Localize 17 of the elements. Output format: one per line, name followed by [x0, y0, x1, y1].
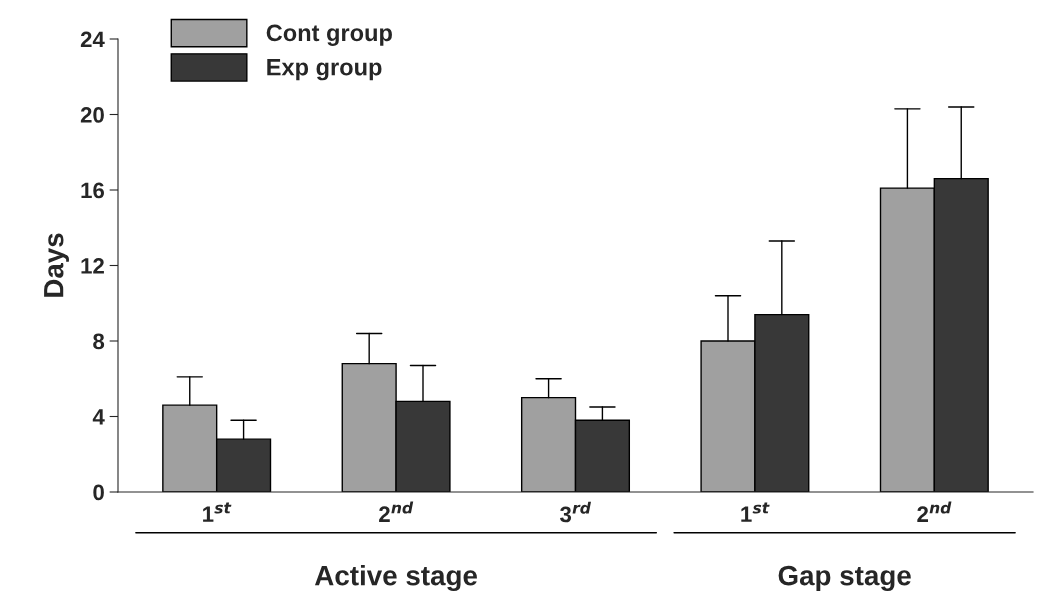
text: Gap stage	[778, 565, 911, 592]
text: Active stage	[314, 565, 477, 592]
y-tick-label: 0	[93, 484, 104, 501]
y-tick-label: 24	[80, 31, 105, 48]
x-tick-label: 2$^{nd}$	[379, 501, 414, 522]
x-tick-label: 1$^{st}$	[203, 502, 232, 522]
x-tick-label: 3$^{rd}$	[560, 501, 592, 523]
y-tick-label: 20	[80, 107, 104, 123]
legend-label: Exp group	[267, 59, 382, 81]
x-tick-label: 2$^{nd}$	[917, 501, 952, 522]
y-tick-label: 8	[93, 333, 105, 350]
y-tick-label: 4	[92, 409, 105, 425]
x-tick-label: 1$^{st}$	[741, 502, 770, 522]
y-tick-label: 12	[81, 258, 104, 274]
legend-label: Cont group	[266, 24, 392, 46]
y-axis-title: Days	[44, 233, 69, 297]
y-tick-label: 16	[81, 182, 104, 199]
